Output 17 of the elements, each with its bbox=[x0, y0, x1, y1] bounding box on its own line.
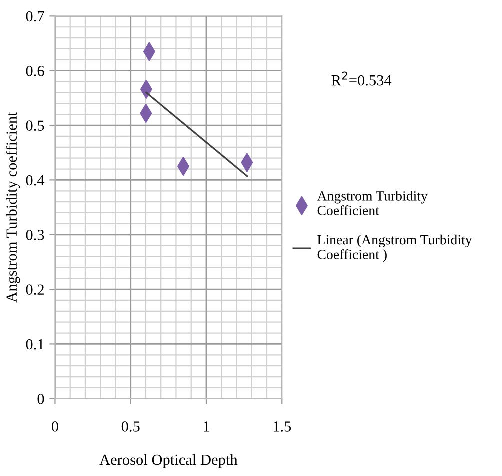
legend-label: Linear (Angstrom Turbidity Coefficient ) bbox=[318, 234, 472, 262]
y-axis-title: Angstrom Turbidity coefficient bbox=[6, 112, 20, 303]
y-tick-label: 0.4 bbox=[26, 175, 45, 186]
y-tick-label: 0.2 bbox=[26, 284, 44, 296]
x-tick-label: 1 bbox=[204, 422, 210, 432]
x-tick-label: 0 bbox=[52, 422, 58, 432]
y-tick-label: 0.7 bbox=[26, 11, 44, 22]
text: R$^{2}$=0.534 bbox=[332, 72, 392, 86]
x-tick-label: 1.5 bbox=[274, 422, 292, 432]
y-tick-label: 0.6 bbox=[26, 66, 44, 76]
x-tick-label: 0.5 bbox=[122, 422, 140, 432]
y-tick-label: 0.5 bbox=[26, 120, 44, 132]
legend-label: Angstrom Turbidity Coefficient bbox=[317, 191, 428, 216]
x-axis-title: Aerosol Optical Depth bbox=[100, 454, 238, 468]
y-tick-label: 0.3 bbox=[26, 230, 44, 240]
y-tick-label: 0 bbox=[38, 394, 44, 404]
y-tick-label: 0.1 bbox=[26, 339, 44, 350]
